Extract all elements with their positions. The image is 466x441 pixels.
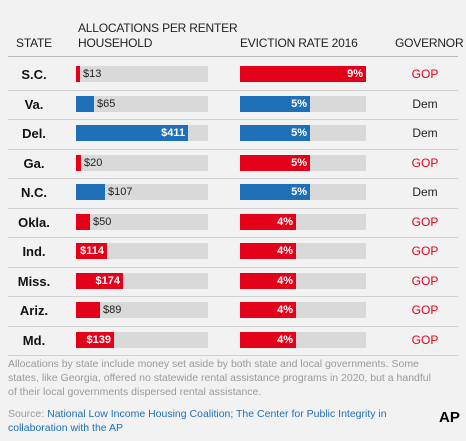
- eviction-value-label: 4%: [277, 304, 293, 316]
- allocation-value-label: $139: [86, 333, 111, 346]
- state-label: Ind.: [22, 244, 46, 259]
- state-label: Md.: [22, 332, 46, 348]
- header-eviction: EVICTION RATE 2016: [240, 36, 358, 50]
- allocation-value-label: $65: [97, 97, 116, 110]
- allocation-bar: [76, 95, 94, 112]
- allocation-value-label: $20: [84, 156, 103, 169]
- allocation-bar: [76, 302, 100, 318]
- allocation-bar: [76, 66, 80, 82]
- state-label: Miss.: [17, 273, 51, 289]
- source-line: Source: National Low Income Housing Coal…: [8, 407, 428, 435]
- allocation-track: [76, 213, 208, 230]
- row-divider: [8, 355, 458, 356]
- source-names: National Low Income Housing Coalition; T…: [8, 408, 387, 434]
- allocation-bar: [76, 213, 90, 230]
- governor-party: GOP: [411, 273, 439, 288]
- eviction-value-label: 9%: [347, 68, 363, 80]
- allocation-value-label: $411: [161, 127, 185, 139]
- allocation-value-label: $50: [93, 215, 112, 228]
- header-allocations-line2: HOUSEHOLD: [78, 36, 153, 50]
- governor-party: GOP: [411, 332, 439, 347]
- allocation-value-label: $107: [108, 186, 133, 198]
- eviction-bar: [240, 243, 296, 259]
- row-divider: [8, 89, 458, 91]
- state-label: Okla.: [18, 214, 50, 230]
- governor-party: Dem: [412, 126, 438, 140]
- allocation-bar: [76, 243, 107, 259]
- governor-party: Dem: [412, 96, 438, 111]
- row-divider: [8, 148, 458, 150]
- eviction-bar: [240, 331, 296, 348]
- header-allocations: ALLOCATIONS PER RENTER HOUSEHOLD: [78, 21, 238, 51]
- allocation-value-label: $13: [83, 68, 102, 80]
- row-divider: [8, 296, 458, 297]
- state-label: Ariz.: [19, 303, 49, 318]
- header-rule: [8, 56, 458, 57]
- row-divider: [8, 237, 458, 238]
- eviction-bar: [240, 213, 296, 230]
- state-label: Va.: [24, 96, 44, 112]
- allocation-value-label: $174: [95, 274, 120, 287]
- state-label: Ga.: [23, 155, 45, 171]
- governor-party: GOP: [411, 155, 439, 170]
- state-label: N.C.: [21, 185, 47, 200]
- eviction-bar: [240, 272, 296, 289]
- allocation-track: [76, 302, 208, 318]
- eviction-bar: [240, 154, 310, 171]
- state-label: S.C.: [21, 67, 47, 82]
- allocation-value-label: $89: [103, 304, 122, 316]
- header-governor: GOVERNOR: [395, 36, 464, 50]
- row-divider: [8, 119, 458, 120]
- eviction-bar: [240, 66, 366, 82]
- eviction-value-label: 4%: [277, 333, 293, 346]
- row-divider: [8, 207, 458, 209]
- eviction-bar: [240, 95, 310, 112]
- allocation-track: [76, 243, 208, 259]
- header-state: STATE: [16, 36, 52, 50]
- ap-logo: AP: [439, 409, 460, 426]
- allocation-bar: [76, 184, 105, 200]
- eviction-value-label: 4%: [277, 215, 293, 228]
- allocation-track: [76, 154, 208, 171]
- allocation-bar: [76, 154, 81, 171]
- governor-party: GOP: [411, 303, 439, 317]
- allocation-value-label: $114: [80, 245, 104, 257]
- source-prefix: Source:: [8, 408, 48, 420]
- eviction-value-label: 5%: [291, 127, 307, 139]
- eviction-value-label: 5%: [291, 97, 307, 110]
- row-divider: [8, 178, 458, 179]
- allocation-bar: [76, 125, 188, 141]
- eviction-value-label: 5%: [291, 156, 307, 169]
- governor-party: GOP: [411, 214, 439, 229]
- eviction-value-label: 5%: [291, 186, 307, 198]
- governor-party: GOP: [411, 67, 439, 81]
- eviction-value-label: 4%: [277, 274, 293, 287]
- governor-party: GOP: [411, 244, 439, 258]
- row-divider: [8, 266, 458, 268]
- allocation-track: [76, 95, 208, 112]
- row-divider: [8, 325, 458, 327]
- footnote: Allocations by state include money set a…: [8, 358, 431, 398]
- allocation-track: [76, 184, 208, 200]
- eviction-bar: [240, 184, 310, 200]
- allocation-bar: [76, 272, 123, 289]
- eviction-bar: [240, 302, 296, 318]
- allocation-track: [76, 66, 208, 82]
- governor-party: Dem: [412, 185, 438, 199]
- state-label: Del.: [22, 126, 46, 141]
- header-allocations-line1: ALLOCATIONS PER RENTER: [78, 21, 238, 35]
- allocation-bar: [76, 331, 114, 348]
- eviction-value-label: 4%: [277, 245, 293, 257]
- eviction-bar: [240, 125, 310, 141]
